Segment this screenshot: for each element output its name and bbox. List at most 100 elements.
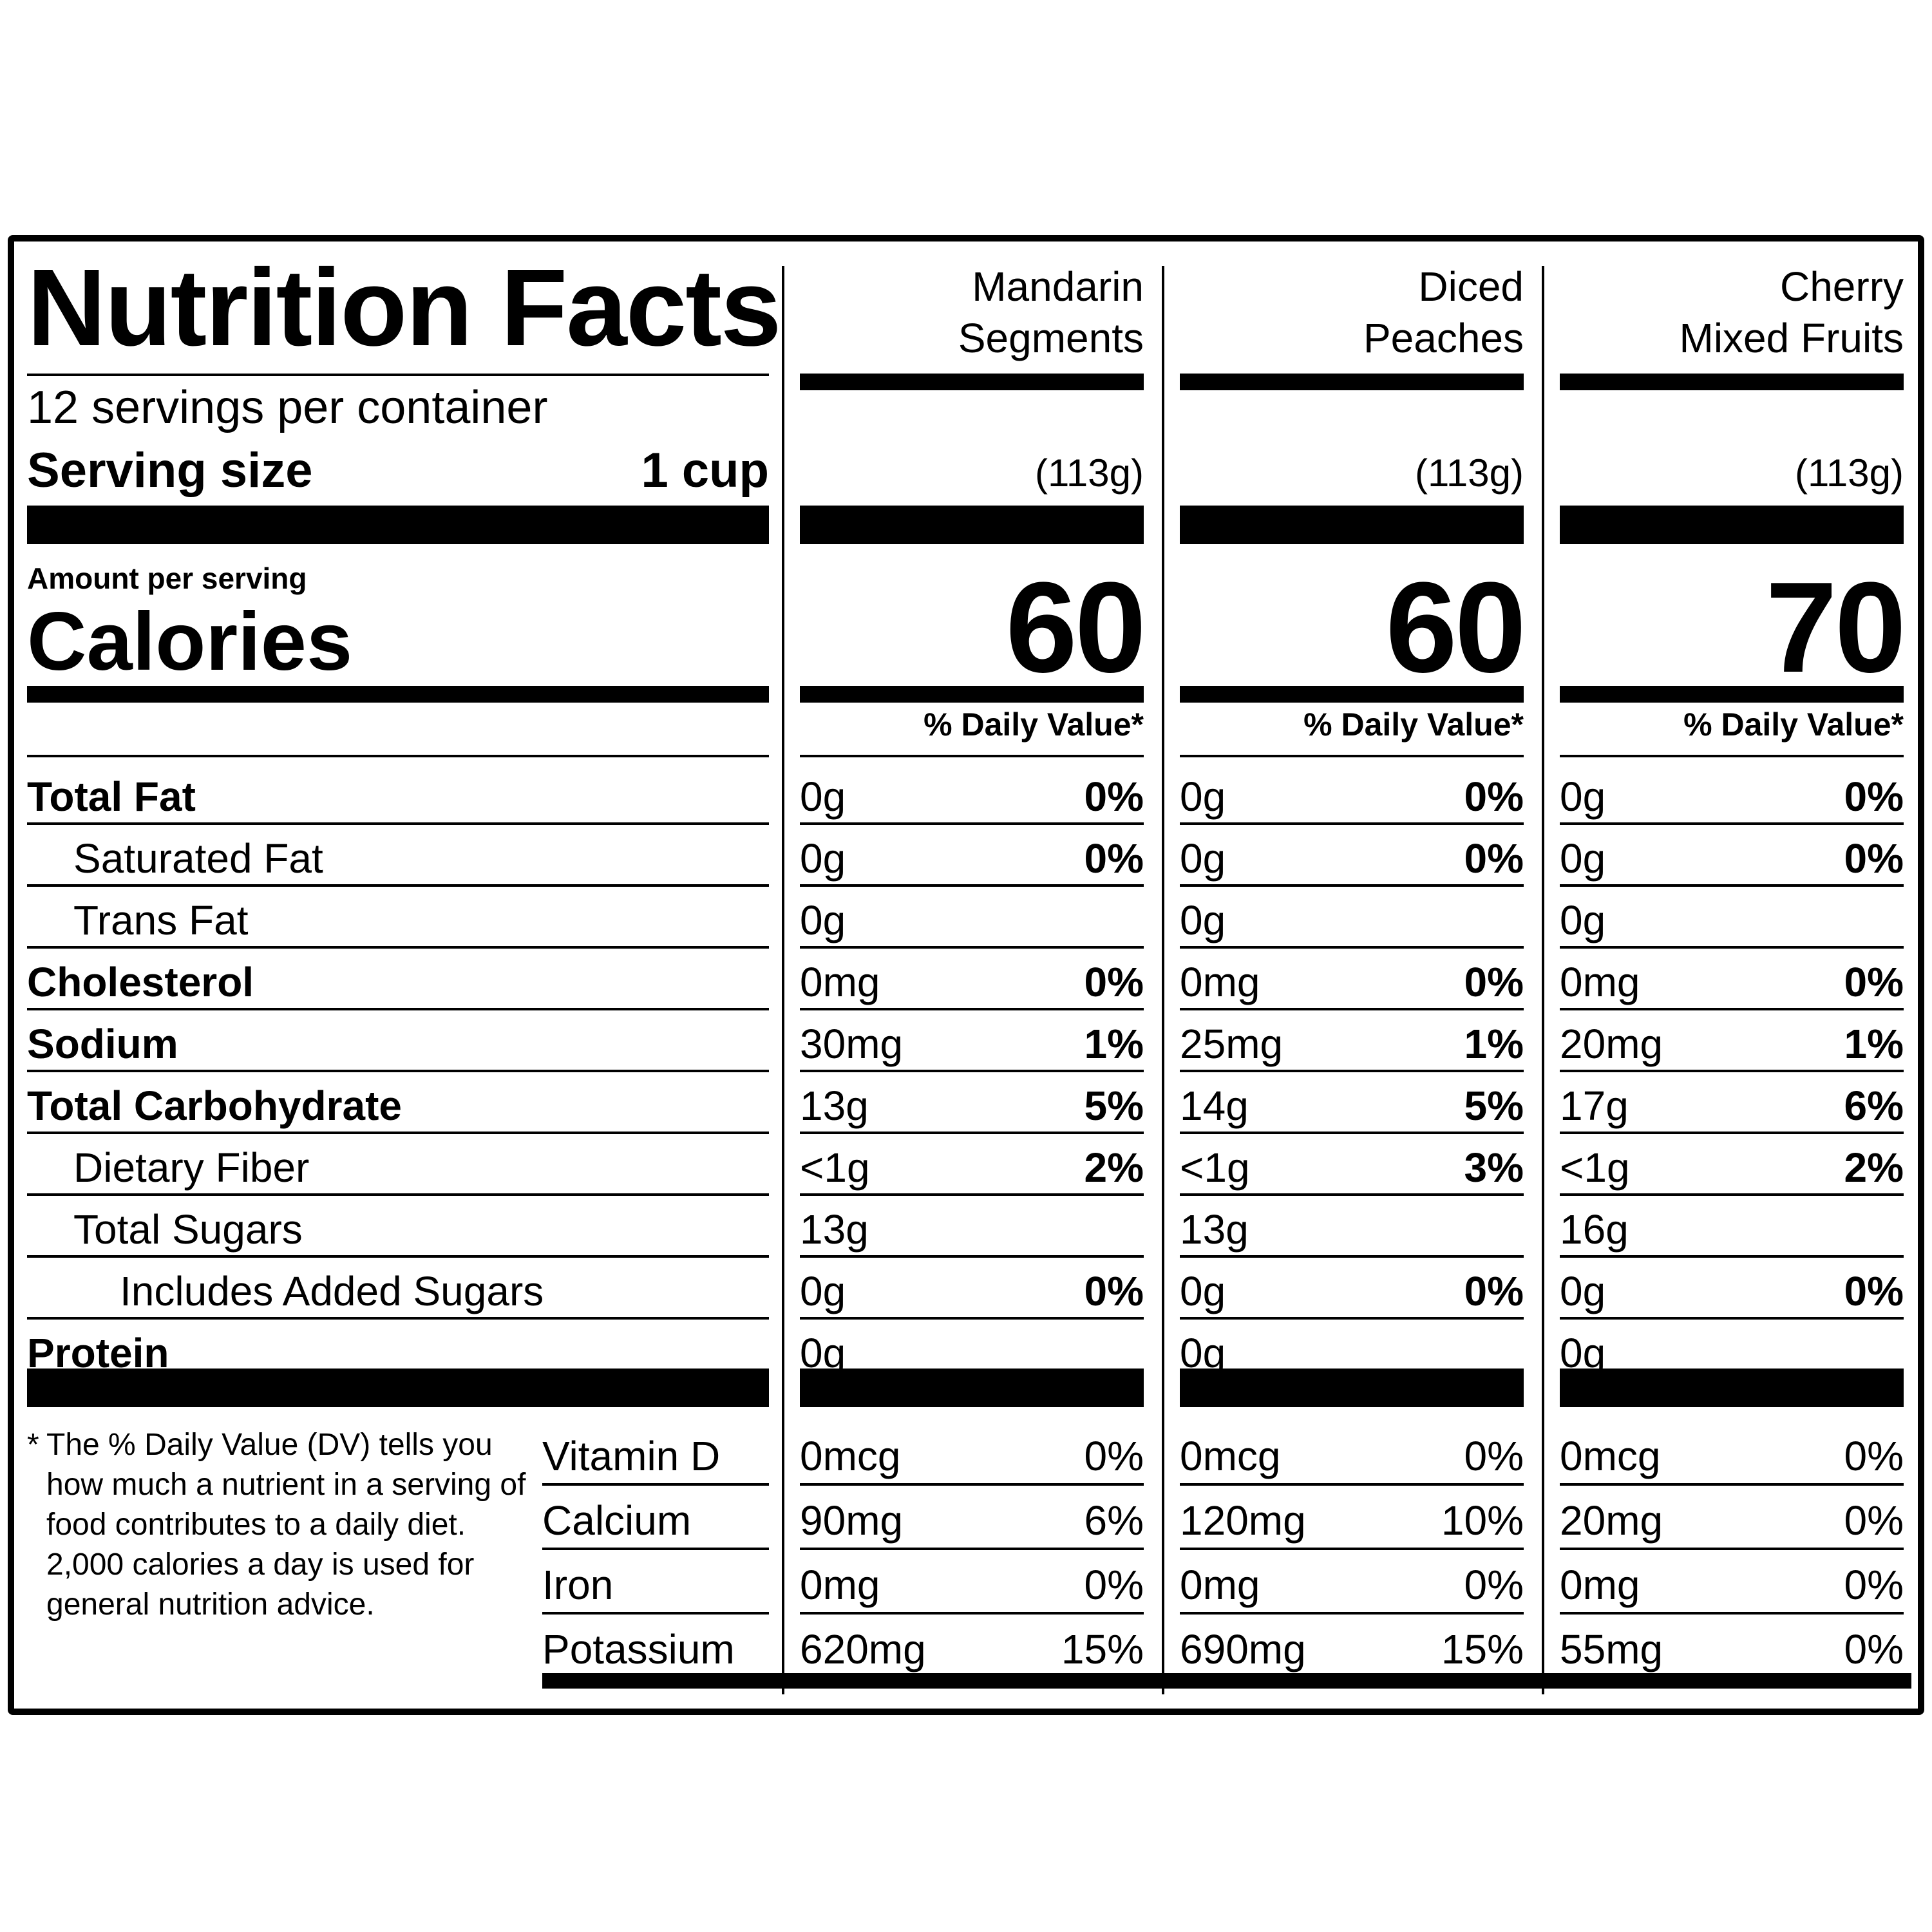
header-bar (1180, 374, 1524, 390)
nutrient-amount: 0g (1180, 838, 1226, 879)
product-name-line: Diced (1363, 261, 1524, 312)
nutrient-label: Cholesterol (27, 961, 254, 1003)
row-divider (1560, 1070, 1904, 1072)
serving-grams: (113g) (1795, 454, 1904, 493)
thick-bar-2 (1180, 686, 1524, 703)
vitamin-divider (542, 1483, 769, 1486)
nutrient-dv: 3% (1464, 1147, 1524, 1188)
nutrient-dv: 2% (1084, 1147, 1144, 1188)
row-divider (800, 946, 1144, 949)
thick-bar-2 (800, 686, 1144, 703)
serving-size-label: Serving size (27, 446, 313, 495)
nutrient-dv: 1% (1084, 1023, 1144, 1065)
vitamin-amount: 90mg (800, 1500, 903, 1541)
product-name: Cherry Mixed Fruits (1680, 261, 1904, 364)
nutrient-label: Saturated Fat (73, 838, 323, 879)
nutrient-amount: 0g (800, 776, 846, 817)
nutrient-label: Total Carbohydrate (27, 1085, 402, 1126)
daily-value-header: % Daily Value* (1683, 708, 1904, 741)
vitamin-dv: 15% (1441, 1629, 1524, 1670)
nutrient-dv: 5% (1084, 1085, 1144, 1126)
nutrient-label: Dietary Fiber (73, 1147, 309, 1188)
vitamin-label: Potassium (542, 1629, 735, 1670)
nutrient-amount: 0g (800, 1332, 846, 1374)
nutrient-amount: 0g (800, 1271, 846, 1312)
vitamin-dv: 0% (1464, 1435, 1524, 1477)
dv-divider (27, 755, 769, 757)
row-divider (1180, 884, 1524, 887)
nutrient-amount: 13g (800, 1209, 869, 1250)
thick-bar-3 (1560, 1368, 1904, 1407)
row-divider (800, 1132, 1144, 1134)
row-divider (27, 884, 769, 887)
vitamin-divider (1560, 1612, 1904, 1615)
row-divider (1560, 822, 1904, 825)
label-column: Nutrition Facts 12 servings per containe… (27, 242, 769, 1709)
row-divider (800, 1255, 1144, 1258)
vitamin-amount: 55mg (1560, 1629, 1663, 1670)
nutrient-amount: 13g (800, 1085, 869, 1126)
vitamin-amount: 0mcg (800, 1435, 901, 1477)
vitamin-amount: 20mg (1560, 1500, 1663, 1541)
nutrient-label: Includes Added Sugars (120, 1271, 544, 1312)
vitamin-amount: 690mg (1180, 1629, 1306, 1670)
serving-size-value: 1 cup (641, 446, 770, 495)
row-divider (800, 1008, 1144, 1010)
nutrient-dv: 0% (1844, 961, 1904, 1003)
row-divider (1180, 1008, 1524, 1010)
vitamin-label: Iron (542, 1564, 613, 1605)
vitamin-dv: 10% (1441, 1500, 1524, 1541)
row-divider (800, 1070, 1144, 1072)
thick-bar-2 (27, 686, 769, 703)
vitamin-divider (1560, 1483, 1904, 1486)
nutrition-facts-panel: Nutrition Facts 12 servings per containe… (8, 235, 1924, 1715)
nutrient-amount: 0mg (800, 961, 880, 1003)
thick-bar-3 (800, 1368, 1144, 1407)
row-divider (1560, 884, 1904, 887)
vitamin-divider (800, 1483, 1144, 1486)
nutrient-amount: 0g (1560, 776, 1605, 817)
row-divider (1560, 1132, 1904, 1134)
nutrient-dv: 0% (1464, 961, 1524, 1003)
serving-grams: (113g) (1415, 454, 1524, 493)
vitamin-dv: 0% (1844, 1564, 1904, 1605)
product-name-line: Cherry (1680, 261, 1904, 312)
product-name-line: Segments (958, 312, 1144, 364)
nutrient-amount: 0g (1560, 1332, 1605, 1374)
nutrient-amount: 30mg (800, 1023, 903, 1065)
nutrient-amount: 0mg (1180, 961, 1260, 1003)
nutrient-amount: 16g (1560, 1209, 1629, 1250)
nutrient-dv: 0% (1844, 776, 1904, 817)
nutrient-amount: 13g (1180, 1209, 1249, 1250)
nutrient-label: Trans Fat (73, 900, 248, 941)
vitamin-amount: 0mg (1560, 1564, 1640, 1605)
nutrient-amount: <1g (800, 1147, 870, 1188)
nutrient-amount: 0g (800, 838, 846, 879)
calories-value: 60 (1006, 564, 1144, 692)
row-divider (1180, 946, 1524, 949)
daily-value-header: % Daily Value* (1303, 708, 1524, 741)
vitamin-dv: 0% (1084, 1564, 1144, 1605)
thick-bar-3 (1180, 1368, 1524, 1407)
nutrient-amount: <1g (1560, 1147, 1630, 1188)
row-divider (27, 1193, 769, 1196)
footnote-marker: * (27, 1425, 39, 1465)
row-divider (27, 1132, 769, 1134)
header-bar (800, 374, 1144, 390)
servings-per-container: 12 servings per container (27, 384, 547, 431)
dv-divider (1180, 755, 1524, 757)
row-divider (1180, 1070, 1524, 1072)
amount-per-serving: Amount per serving (27, 564, 307, 593)
calories-value: 70 (1766, 564, 1904, 692)
nutrient-dv: 0% (1844, 838, 1904, 879)
nutrient-dv: 2% (1844, 1147, 1904, 1188)
vitamin-divider (800, 1612, 1144, 1615)
nutrient-dv: 0% (1084, 838, 1144, 879)
product-column: Mandarin Segments (113g) 60 % Daily Value* 0g… (800, 242, 1144, 1709)
vitamin-amount: 620mg (800, 1629, 926, 1670)
vitamin-label: Vitamin D (542, 1435, 720, 1477)
nutrient-amount: 14g (1180, 1085, 1249, 1126)
row-divider (1560, 1255, 1904, 1258)
row-divider (27, 1317, 769, 1320)
product-name-line: Mandarin (958, 261, 1144, 312)
